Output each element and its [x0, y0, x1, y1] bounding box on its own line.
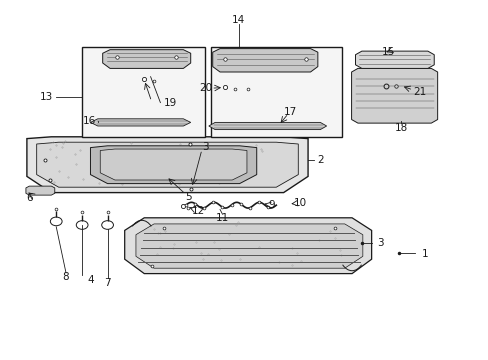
Bar [211, 47, 342, 137]
Polygon shape [212, 49, 317, 72]
Text: 9: 9 [267, 200, 274, 210]
Polygon shape [90, 119, 190, 126]
Text: 4: 4 [87, 275, 94, 285]
Polygon shape [102, 50, 190, 68]
Text: 20: 20 [199, 83, 211, 93]
Text: 1: 1 [421, 249, 428, 259]
Text: 10: 10 [294, 198, 306, 208]
Text: 6: 6 [26, 193, 33, 203]
Text: 18: 18 [393, 123, 407, 133]
Polygon shape [351, 68, 437, 123]
Text: 2: 2 [316, 155, 323, 165]
Polygon shape [37, 142, 298, 187]
Polygon shape [27, 137, 307, 193]
Text: 8: 8 [62, 272, 69, 282]
Text: 17: 17 [283, 107, 296, 117]
Text: 13: 13 [40, 92, 53, 102]
Polygon shape [124, 218, 371, 274]
Polygon shape [100, 149, 246, 180]
Text: 3: 3 [202, 142, 208, 152]
Polygon shape [208, 122, 326, 130]
Polygon shape [90, 146, 256, 184]
Bar [82, 47, 205, 137]
Polygon shape [136, 224, 362, 268]
Text: 21: 21 [412, 87, 426, 97]
Text: 19: 19 [163, 98, 177, 108]
Polygon shape [26, 186, 55, 195]
Text: 16: 16 [82, 116, 96, 126]
Text: 12: 12 [191, 206, 204, 216]
Text: 7: 7 [104, 278, 111, 288]
Text: 15: 15 [381, 47, 395, 57]
Text: 11: 11 [215, 213, 229, 223]
Text: 14: 14 [231, 15, 245, 25]
Text: 3: 3 [376, 238, 383, 248]
Polygon shape [355, 51, 433, 68]
Text: 5: 5 [184, 192, 191, 202]
